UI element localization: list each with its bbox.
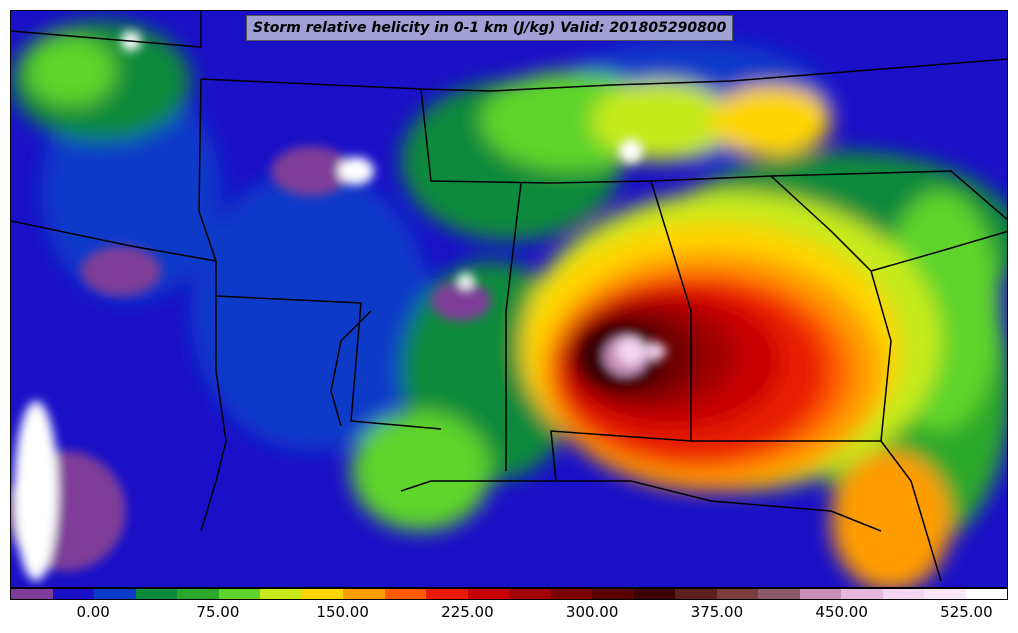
map-frame <box>10 10 1008 588</box>
colorbar-segment <box>426 589 468 599</box>
colorbar-segment <box>841 589 883 599</box>
colorbar-segment <box>135 589 177 599</box>
colorbar-tick-label: 75.00 <box>196 603 240 621</box>
colorbar-segment <box>52 589 94 599</box>
colorbar-tick-label: 150.00 <box>316 603 369 621</box>
colorbar-tick-label: 0.00 <box>76 603 110 621</box>
colorbar-segment <box>343 589 385 599</box>
colorbar-segment <box>675 589 717 599</box>
colorbar-segment <box>94 589 136 599</box>
colorbar-segment <box>716 589 758 599</box>
colorbar-segment <box>882 589 924 599</box>
colorbar-tick-label: 525.00 <box>940 603 993 621</box>
colorbar-tick-label: 300.00 <box>565 603 619 621</box>
state-boundaries <box>11 11 1007 582</box>
colorbar-segment <box>260 589 302 599</box>
colorbar-segment <box>384 589 426 599</box>
colorbar-segment <box>550 589 592 599</box>
colorbar-segment <box>758 589 800 599</box>
map-title: Storm relative helicity in 0-1 km (J/kg)… <box>246 15 734 41</box>
colorbar-segment <box>509 589 551 599</box>
colorbar-ticks: 0.00 75.00 150.00 225.00 300.00 375.00 450.00 5… <box>10 600 1008 630</box>
colorbar <box>10 588 1008 600</box>
colorbar-segment <box>633 589 675 599</box>
colorbar-segment <box>965 589 1007 599</box>
colorbar-tick-label: 450.00 <box>815 603 868 621</box>
helicity-map <box>11 11 1007 587</box>
colorbar-segment <box>218 589 260 599</box>
colorbar-segment <box>592 589 634 599</box>
colorbar-segment <box>11 589 53 599</box>
colorbar-segment <box>177 589 219 599</box>
helicity-core <box>11 31 666 581</box>
colorbar-segment <box>924 589 966 599</box>
colorbar-segment <box>467 589 509 599</box>
colorbar-segment <box>301 589 343 599</box>
colorbar-tick-label: 225.00 <box>441 603 494 621</box>
helicity-field <box>11 21 1007 587</box>
colorbar-segment <box>799 589 841 599</box>
colorbar-tick-label: 375.00 <box>690 603 744 621</box>
